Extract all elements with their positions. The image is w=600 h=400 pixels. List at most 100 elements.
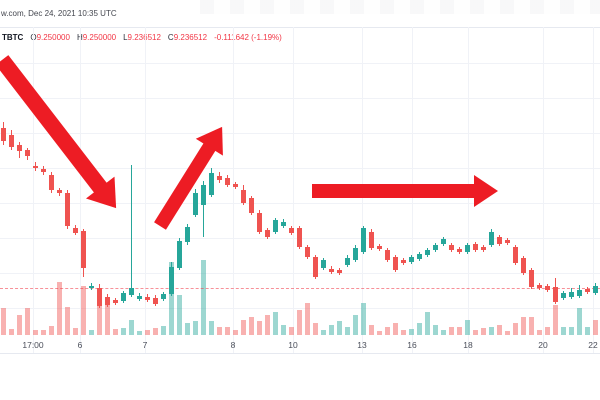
volume-bar xyxy=(193,321,198,335)
candle-body xyxy=(1,128,6,141)
candle-body xyxy=(73,228,78,233)
candle-body xyxy=(473,244,478,250)
volume-bar xyxy=(401,330,406,335)
volume-bar xyxy=(217,327,222,335)
candle-body xyxy=(145,297,150,300)
low-value: L9.236512 xyxy=(123,33,161,42)
volume-bar xyxy=(161,326,166,335)
v-gridline xyxy=(593,27,594,353)
x-axis-label: 13 xyxy=(357,340,367,350)
h-gridline xyxy=(0,133,600,134)
volume-bar xyxy=(545,327,550,335)
axis-bottom-border xyxy=(0,353,600,354)
candle-body xyxy=(241,190,246,203)
volume-bar xyxy=(441,330,446,335)
volume-bar xyxy=(89,330,94,335)
volume-bar xyxy=(185,323,190,335)
volume-bar xyxy=(449,327,454,335)
candle-body xyxy=(577,290,582,296)
volume-bar xyxy=(481,328,486,335)
x-axis-label: 7 xyxy=(142,340,148,350)
volume-bar xyxy=(281,325,286,335)
candle-body xyxy=(545,286,550,290)
candle-body xyxy=(537,285,542,288)
volume-bar xyxy=(41,330,46,335)
x-axis-label: 17:00 xyxy=(22,340,44,350)
candle-body xyxy=(33,166,38,168)
volume-bar xyxy=(289,327,294,335)
arrow-shaft xyxy=(0,55,108,194)
candle-body xyxy=(393,257,398,270)
candle-body xyxy=(209,173,214,195)
volume-bar xyxy=(17,315,22,335)
plot-top-border xyxy=(0,27,600,28)
candle-body xyxy=(529,270,534,287)
volume-bar xyxy=(73,328,78,335)
candle-body xyxy=(257,213,262,232)
volume-bar xyxy=(553,305,558,335)
volume-bar xyxy=(393,323,398,335)
candle-body xyxy=(153,298,158,304)
candle-body xyxy=(57,190,62,193)
volume-bar xyxy=(329,325,334,335)
volume-bar xyxy=(353,315,358,335)
candle-body xyxy=(457,249,462,252)
x-axis-label: 8 xyxy=(230,340,236,350)
candle-body xyxy=(505,240,510,243)
candle-body xyxy=(569,292,574,297)
volume-bar xyxy=(497,325,502,335)
candle-body xyxy=(305,247,310,257)
candle-body xyxy=(233,184,238,187)
candle-wick xyxy=(131,165,132,297)
volume-bar xyxy=(313,323,318,335)
candle-body xyxy=(17,145,22,151)
candle-body xyxy=(177,241,182,268)
volume-bar xyxy=(49,326,54,335)
volume-bar xyxy=(465,320,470,335)
candle-body xyxy=(489,232,494,245)
volume-bar xyxy=(209,321,214,335)
v-gridline xyxy=(233,27,234,353)
volume-bar xyxy=(577,308,582,335)
volume-bar xyxy=(305,303,310,335)
volume-bar xyxy=(457,327,462,335)
h-gridline xyxy=(0,273,600,274)
candle-body xyxy=(129,288,134,295)
arrow-shaft xyxy=(312,184,476,198)
candle-body xyxy=(361,228,366,252)
volume-bar xyxy=(233,330,238,335)
volume-bar xyxy=(121,328,126,335)
volume-bar xyxy=(521,317,526,335)
volume-bar xyxy=(417,323,422,335)
high-value: H9.250000 xyxy=(77,33,117,42)
last-price-line xyxy=(0,288,600,289)
candle-wick xyxy=(203,181,204,237)
candle-body xyxy=(465,245,470,252)
volume-bar xyxy=(129,320,134,335)
volume-bar xyxy=(369,325,374,335)
candle-body xyxy=(353,248,358,260)
candle-body xyxy=(513,247,518,263)
candle-body xyxy=(121,293,126,301)
candle-body xyxy=(41,169,46,172)
candle-body xyxy=(201,185,206,205)
volume-bar xyxy=(137,331,142,335)
candle-body xyxy=(385,250,390,260)
volume-bar xyxy=(425,312,430,335)
candle-body xyxy=(297,228,302,247)
volume-bar xyxy=(385,327,390,335)
volume-bar xyxy=(265,315,270,335)
volume-bar xyxy=(361,303,366,335)
volume-bar xyxy=(257,321,262,335)
candle-body xyxy=(585,289,590,292)
volume-bar xyxy=(409,329,414,335)
volume-bar xyxy=(345,327,350,335)
candle-body xyxy=(369,232,374,248)
volume-bar xyxy=(585,327,590,335)
candle-body xyxy=(377,246,382,249)
candle-body xyxy=(329,269,334,272)
candle-body xyxy=(289,228,294,233)
volume-bar xyxy=(105,300,110,335)
